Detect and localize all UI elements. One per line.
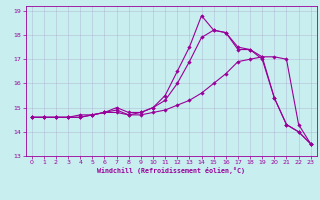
X-axis label: Windchill (Refroidissement éolien,°C): Windchill (Refroidissement éolien,°C) [97, 167, 245, 174]
